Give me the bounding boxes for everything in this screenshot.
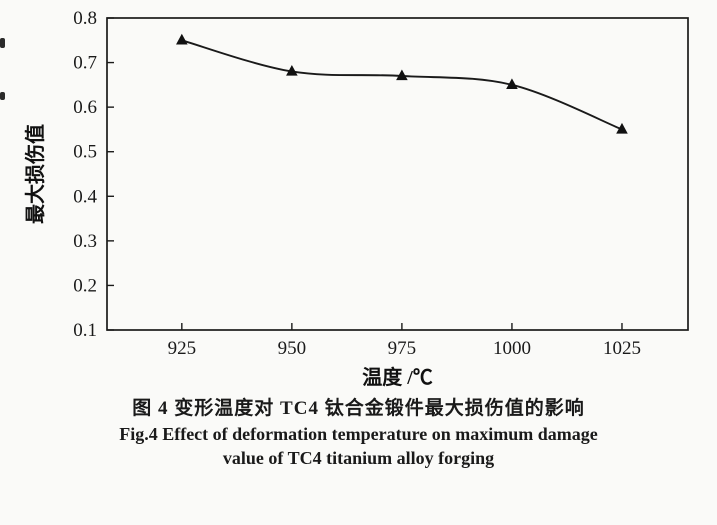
data-marker-triangle xyxy=(396,69,408,81)
y-tick-label: 0.6 xyxy=(73,97,97,118)
x-tick-label: 950 xyxy=(278,338,307,359)
x-tick-label: 925 xyxy=(168,338,197,359)
x-axis-label: 温度 /℃ xyxy=(362,365,433,389)
x-tick-label: 1025 xyxy=(603,338,641,359)
y-tick-label: 0.2 xyxy=(73,275,97,296)
caption-english-line1: Fig.4 Effect of deformation temperature … xyxy=(119,423,598,444)
scan-artifact xyxy=(0,38,5,48)
data-marker-triangle xyxy=(616,122,628,134)
y-tick-label: 0.1 xyxy=(73,320,97,341)
y-tick-label: 0.8 xyxy=(73,8,97,29)
scan-artifact xyxy=(0,92,5,100)
caption-english-line2: value of TC4 titanium alloy forging xyxy=(222,447,495,468)
y-axis-label: 最大损伤值 xyxy=(23,124,47,224)
y-tick-label: 0.5 xyxy=(73,142,97,163)
data-marker-triangle xyxy=(506,78,518,90)
y-tick-label: 0.4 xyxy=(73,186,97,207)
y-tick-label: 0.3 xyxy=(73,231,97,252)
y-tick-label: 0.7 xyxy=(73,53,97,74)
data-line xyxy=(181,39,623,131)
caption-chinese: 图 4 变形温度对 TC4 钛合金锻件最大损伤值的影响 xyxy=(132,398,585,419)
x-tick-label: 975 xyxy=(388,338,417,359)
figure-caption: 图 4 变形温度对 TC4 钛合金锻件最大损伤值的影响 Fig.4 Effect… xyxy=(0,396,717,470)
plot-frame xyxy=(106,17,689,331)
data-marker-triangle xyxy=(176,33,188,45)
x-tick-label: 1000 xyxy=(493,338,531,359)
data-marker-triangle xyxy=(286,64,298,76)
damage-temperature-chart: 925 950 975 1000 1025 0.1 0.2 0.3 0.4 0.5 0.6 0.7 0.… xyxy=(23,8,689,389)
